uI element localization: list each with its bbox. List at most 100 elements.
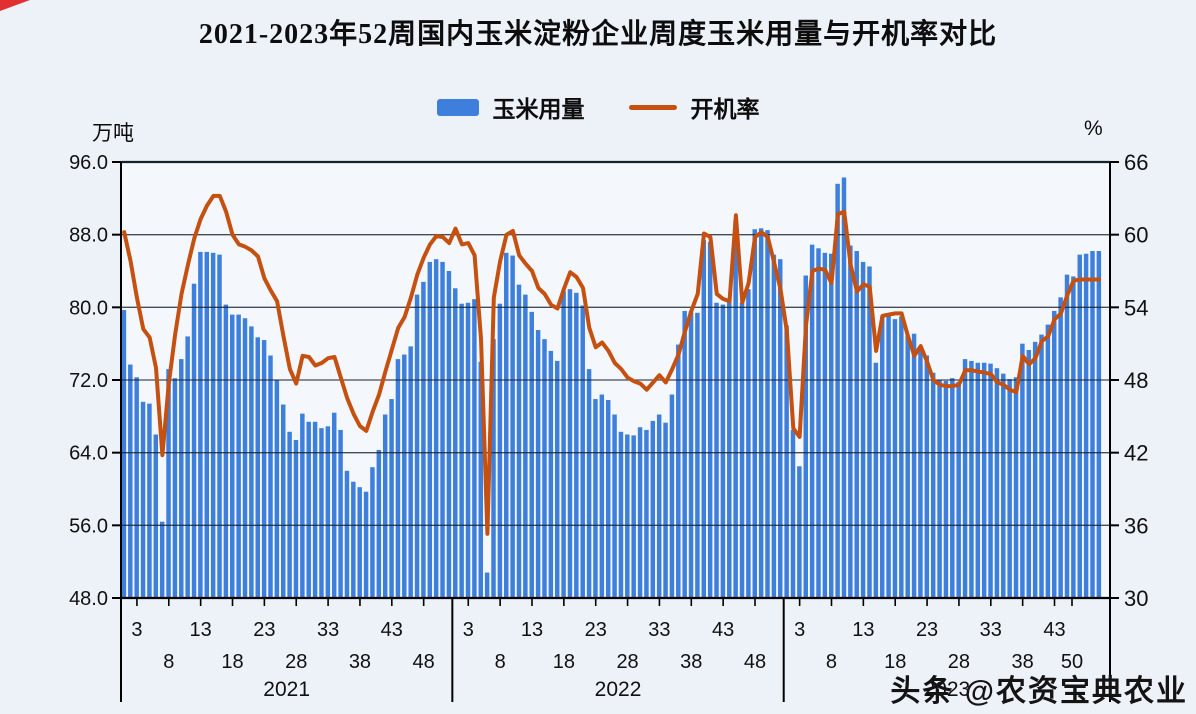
corner-flag-icon (0, 0, 30, 11)
bar-2021-week-40 (370, 467, 375, 598)
bar-2023-week-8 (829, 253, 834, 599)
left-tick-label-72.0: 72.0 (69, 370, 108, 392)
year-label-2022: 2022 (595, 678, 642, 701)
bars-2022 (453, 220, 783, 599)
bar-2023-week-27 (950, 378, 955, 598)
bar-2022-week-44 (727, 300, 732, 598)
x-axis-2022: 3 13 23 33 43 8 18 28 38 48 2022 (463, 598, 766, 701)
week-label-2023-8: 8 (826, 651, 837, 673)
legend-line-label: 开机率 (690, 96, 760, 122)
bar-2022-week-46 (739, 302, 745, 598)
bar-2023-week-19 (899, 316, 904, 598)
bar-2022-week-14 (535, 330, 541, 598)
bar-2022-week-3 (465, 302, 471, 598)
bar-2022-week-28 (625, 434, 630, 598)
week-label-2023-33: 33 (980, 619, 1002, 641)
bar-2021-week-36 (344, 470, 350, 598)
bar-2023-week-26 (943, 380, 949, 598)
bar-2021-week-42 (382, 414, 388, 598)
year-label-2023: 2023 (923, 678, 970, 701)
bar-2023-week-40 (1032, 341, 1038, 598)
bar-2021-week-50 (433, 259, 439, 598)
bar-2021-week-44 (395, 359, 401, 598)
bars-2021 (121, 251, 452, 598)
bar-2021-week-10 (179, 359, 184, 598)
bar-2021-week-9 (172, 378, 178, 598)
bar-2022-week-38 (688, 310, 694, 598)
bar-2023-week-38 (1020, 343, 1025, 598)
bar-2022-week-50 (765, 230, 770, 599)
week-label-2022-43: 43 (712, 619, 734, 641)
bar-2023-week-20 (905, 335, 910, 598)
bar-2022-week-34 (663, 422, 668, 598)
week-label-2022-18: 18 (553, 651, 575, 673)
bar-2021-week-32 (319, 428, 324, 598)
bar-2023-week-7 (822, 252, 828, 598)
bar-2023-week-42 (1045, 324, 1051, 598)
bar-2022-week-32 (650, 420, 656, 599)
week-label-2021-23: 23 (253, 619, 275, 641)
bar-2023-week-9 (835, 183, 840, 599)
bar-2023-week-29 (962, 359, 968, 598)
bar-2023-week-6 (816, 248, 821, 599)
bar-2021-week-13 (198, 251, 203, 598)
bar-2021-week-6 (153, 434, 159, 598)
bar-2023-week-45 (1064, 274, 1070, 598)
bar-2023-week-3 (797, 466, 802, 598)
week-label-2023-43: 43 (1043, 619, 1065, 641)
bar-2023-week-13 (860, 261, 866, 598)
bar-2022-week-4 (472, 299, 477, 598)
week-label-2022-13: 13 (521, 619, 543, 641)
bar-2022-week-26 (612, 414, 617, 598)
bar-2021-week-38 (357, 487, 362, 598)
bar-2021-week-47 (414, 294, 420, 598)
week-label-2023-50: 50 (1061, 651, 1083, 673)
week-label-2021-3: 3 (131, 619, 142, 641)
right-tick-label-60: 60 (1124, 223, 1148, 248)
week-label-2022-8: 8 (495, 651, 506, 673)
bar-2023-week-32 (981, 362, 987, 598)
bar-2022-week-2 (459, 303, 464, 598)
week-label-2022-48: 48 (744, 651, 766, 673)
x-axis-2023: 3 13 23 33 43 8 18 28 38 50 2023 (794, 598, 1083, 701)
bar-2023-week-12 (854, 251, 859, 598)
week-label-2022-38: 38 (680, 651, 702, 673)
watermark: 头条 @农资宝典农业 (890, 675, 1188, 708)
legend-bar-label: 玉米用量 (492, 96, 585, 122)
bar-2022-week-30 (637, 427, 643, 598)
bar-2021-week-29 (300, 413, 305, 598)
bar-2021-week-16 (217, 254, 222, 598)
bar-2022-week-17 (554, 360, 560, 598)
bar-2022-week-43 (720, 304, 726, 598)
week-label-2022-33: 33 (648, 619, 670, 641)
bar-2023-week-22 (918, 347, 923, 598)
bar-2021-week-48 (421, 281, 426, 598)
bar-2023-week-21 (911, 333, 917, 598)
bar-2023-week-14 (867, 266, 872, 598)
bar-2021-week-25 (274, 380, 280, 598)
bar-2021-week-7 (159, 521, 165, 598)
bar-2022-week-35 (669, 394, 675, 598)
bar-2023-week-11 (848, 245, 853, 598)
bar-2021-week-5 (147, 403, 152, 598)
bar-2023-week-49 (1090, 251, 1095, 598)
week-label-2023-13: 13 (852, 619, 874, 641)
bar-2023-week-47 (1077, 254, 1082, 598)
legend-bar-swatch-icon (436, 98, 479, 116)
bar-2023-week-30 (969, 360, 974, 598)
bar-2022-week-22 (586, 369, 592, 598)
bar-2021-week-46 (408, 346, 413, 598)
bar-2021-week-12 (191, 283, 197, 598)
bar-2021-week-21 (249, 326, 254, 598)
bar-2023-week-16 (879, 316, 885, 598)
operating-rate-line (122, 193, 1102, 536)
bar-2021-week-24 (268, 355, 273, 598)
bar-2023-week-43 (1052, 310, 1057, 598)
week-label-2023-38: 38 (1012, 651, 1034, 673)
bar-2022-week-31 (644, 429, 649, 598)
bar-2021-week-14 (204, 251, 210, 598)
bar-2023-week-48 (1083, 253, 1089, 599)
bar-2021-week-26 (281, 404, 286, 598)
